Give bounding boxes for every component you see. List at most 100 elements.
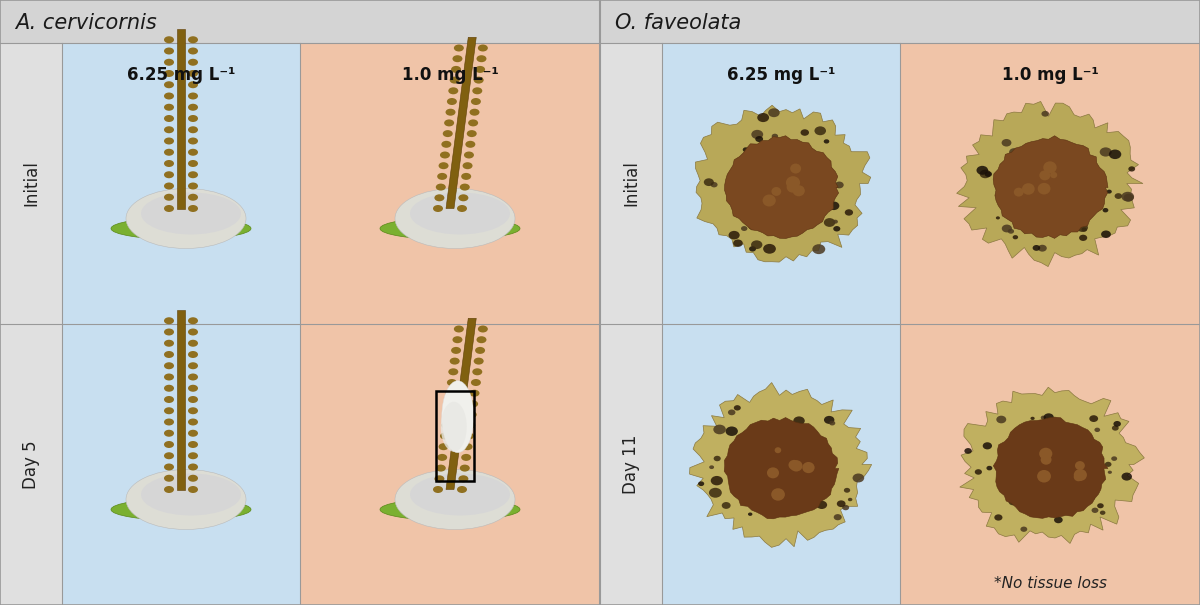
Ellipse shape xyxy=(743,148,749,152)
Ellipse shape xyxy=(467,411,476,418)
Ellipse shape xyxy=(815,126,826,136)
Ellipse shape xyxy=(449,87,458,94)
Ellipse shape xyxy=(443,411,452,418)
Ellipse shape xyxy=(164,407,174,414)
Ellipse shape xyxy=(445,390,456,397)
Polygon shape xyxy=(690,382,871,548)
Ellipse shape xyxy=(1009,148,1019,156)
Ellipse shape xyxy=(755,136,763,142)
Ellipse shape xyxy=(476,336,486,343)
Ellipse shape xyxy=(762,141,768,146)
Ellipse shape xyxy=(461,173,472,180)
Ellipse shape xyxy=(446,379,457,386)
Ellipse shape xyxy=(460,465,469,472)
Ellipse shape xyxy=(395,189,515,249)
Ellipse shape xyxy=(1114,421,1121,427)
Ellipse shape xyxy=(164,103,174,111)
Ellipse shape xyxy=(1040,416,1046,420)
Text: Initial: Initial xyxy=(622,160,640,206)
Text: *No tissue loss: *No tissue loss xyxy=(994,575,1106,590)
Ellipse shape xyxy=(790,460,803,471)
Ellipse shape xyxy=(164,430,174,437)
Ellipse shape xyxy=(433,205,443,212)
Ellipse shape xyxy=(164,373,174,381)
Ellipse shape xyxy=(1094,428,1100,432)
Ellipse shape xyxy=(466,141,475,148)
Ellipse shape xyxy=(442,422,451,429)
Ellipse shape xyxy=(164,81,174,88)
Ellipse shape xyxy=(710,182,718,188)
Ellipse shape xyxy=(188,351,198,358)
Ellipse shape xyxy=(845,209,853,215)
Ellipse shape xyxy=(445,109,456,116)
Ellipse shape xyxy=(710,476,722,485)
Ellipse shape xyxy=(164,93,174,99)
Ellipse shape xyxy=(772,488,785,501)
Ellipse shape xyxy=(451,347,461,354)
Ellipse shape xyxy=(473,87,482,94)
Ellipse shape xyxy=(188,149,198,155)
Ellipse shape xyxy=(1079,235,1087,241)
Ellipse shape xyxy=(164,453,174,459)
Ellipse shape xyxy=(446,98,457,105)
Text: Day 11: Day 11 xyxy=(622,435,640,494)
Ellipse shape xyxy=(188,93,198,99)
Ellipse shape xyxy=(833,226,840,232)
Ellipse shape xyxy=(748,512,752,516)
Ellipse shape xyxy=(844,488,850,492)
Ellipse shape xyxy=(698,482,704,486)
Ellipse shape xyxy=(1128,166,1135,172)
Ellipse shape xyxy=(828,201,839,210)
Ellipse shape xyxy=(464,151,474,159)
Ellipse shape xyxy=(763,244,776,253)
Ellipse shape xyxy=(1103,208,1109,212)
Ellipse shape xyxy=(164,329,174,336)
Ellipse shape xyxy=(164,171,174,178)
Ellipse shape xyxy=(820,201,827,207)
Ellipse shape xyxy=(1121,192,1134,201)
Ellipse shape xyxy=(457,205,467,212)
Ellipse shape xyxy=(188,205,198,212)
Ellipse shape xyxy=(772,187,781,196)
Ellipse shape xyxy=(793,416,805,425)
Ellipse shape xyxy=(1081,227,1087,232)
Ellipse shape xyxy=(443,130,452,137)
Ellipse shape xyxy=(188,475,198,482)
Ellipse shape xyxy=(781,502,791,509)
Ellipse shape xyxy=(188,441,198,448)
Ellipse shape xyxy=(188,126,198,133)
Ellipse shape xyxy=(1038,183,1050,194)
Ellipse shape xyxy=(437,454,448,461)
Ellipse shape xyxy=(787,182,799,192)
Ellipse shape xyxy=(1123,194,1134,201)
Ellipse shape xyxy=(164,441,174,448)
Ellipse shape xyxy=(1022,183,1034,195)
Ellipse shape xyxy=(1050,172,1057,178)
Ellipse shape xyxy=(462,443,473,450)
Ellipse shape xyxy=(1105,462,1111,467)
Ellipse shape xyxy=(164,475,174,482)
Bar xyxy=(662,43,900,324)
Ellipse shape xyxy=(188,115,198,122)
Bar xyxy=(600,0,1200,43)
Ellipse shape xyxy=(1109,149,1121,159)
Ellipse shape xyxy=(434,194,444,201)
Ellipse shape xyxy=(713,425,726,434)
Ellipse shape xyxy=(751,240,762,249)
Ellipse shape xyxy=(478,45,488,51)
Ellipse shape xyxy=(164,351,174,358)
Ellipse shape xyxy=(1043,162,1057,174)
Ellipse shape xyxy=(1108,471,1112,474)
Ellipse shape xyxy=(985,171,992,177)
Ellipse shape xyxy=(188,407,198,414)
Ellipse shape xyxy=(475,347,485,354)
Ellipse shape xyxy=(709,488,722,498)
Ellipse shape xyxy=(436,465,445,472)
Ellipse shape xyxy=(1031,417,1034,420)
Ellipse shape xyxy=(996,416,1007,424)
Bar xyxy=(62,43,300,324)
Ellipse shape xyxy=(188,419,198,425)
Ellipse shape xyxy=(450,77,460,83)
Ellipse shape xyxy=(1040,455,1051,465)
Bar xyxy=(600,43,662,324)
